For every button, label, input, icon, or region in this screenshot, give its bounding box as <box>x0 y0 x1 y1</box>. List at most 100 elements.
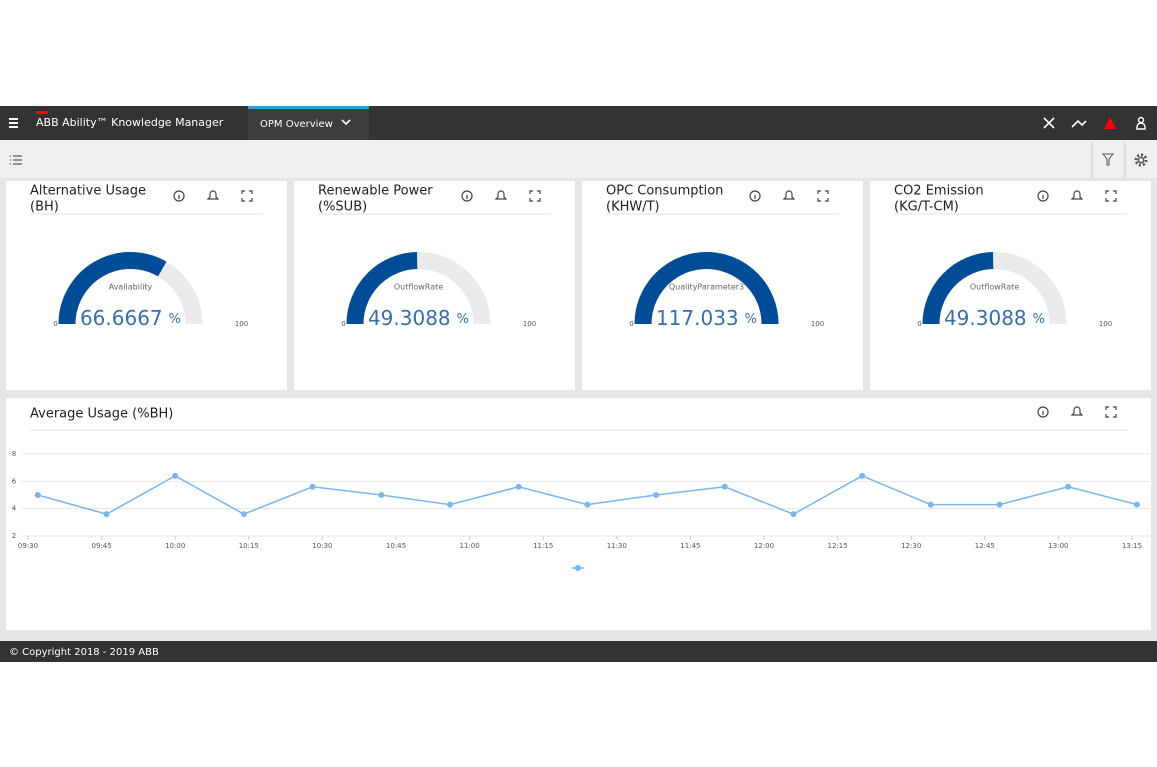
x-tick-label: 13:15 <box>1122 542 1142 550</box>
expand-icon[interactable] <box>817 190 829 202</box>
info-icon[interactable] <box>1037 406 1049 418</box>
data-point <box>1065 483 1072 490</box>
data-point <box>378 492 385 498</box>
gauge-label: Availability <box>109 283 153 292</box>
alert-icon[interactable] <box>1070 190 1084 200</box>
toolbar <box>0 140 1157 178</box>
gauge-label: QualityParameter3 <box>669 283 744 292</box>
settings-icon[interactable] <box>1134 153 1148 167</box>
x-tick-label: 09:30 <box>18 542 38 550</box>
data-point <box>1133 501 1140 508</box>
gauge-max: 100 <box>235 320 248 328</box>
x-tick-label: 10:30 <box>312 542 332 550</box>
gauge-min: 0 <box>629 320 633 328</box>
card <box>6 181 287 390</box>
abb-mark <box>36 111 48 114</box>
x-tick-label: 10:15 <box>239 542 259 550</box>
alarm-icon[interactable] <box>1104 117 1116 129</box>
data-point <box>103 511 110 518</box>
data-point <box>446 501 453 508</box>
list-icon[interactable] <box>10 155 22 165</box>
tab-label: OPM Overview <box>260 119 333 130</box>
alert-icon[interactable] <box>782 190 796 200</box>
gauge-value-arc <box>634 252 779 324</box>
gauge-min: 0 <box>917 320 921 328</box>
x-tick-label: 11:00 <box>460 542 480 550</box>
gauge-value: 49.3088% <box>368 306 469 330</box>
x-tick-label: 10:00 <box>165 542 185 550</box>
data-point <box>34 492 41 498</box>
gauge-value: 66.6667% <box>80 306 181 330</box>
x-tick-label: 10:45 <box>386 542 406 550</box>
x-tick-label: 11:15 <box>533 542 553 550</box>
gauge-value-number: 66.6667 <box>80 306 163 330</box>
data-point <box>584 501 591 508</box>
data-point <box>515 483 522 490</box>
info-icon[interactable] <box>1037 190 1049 202</box>
gauge-max: 100 <box>1099 320 1112 328</box>
gauge-unit: % <box>169 312 181 327</box>
expand-icon[interactable] <box>1105 406 1117 418</box>
info-icon[interactable] <box>173 190 185 202</box>
x-tick-label: 12:45 <box>975 542 995 550</box>
tab-chevron[interactable] <box>341 119 351 126</box>
card <box>870 181 1151 390</box>
footer-text: © Copyright 2018 - 2019 ABB <box>9 647 159 658</box>
gauge-value: 117.033% <box>656 306 757 330</box>
menu-icon[interactable] <box>9 118 18 128</box>
close-icon[interactable] <box>1043 117 1055 129</box>
trend-icon[interactable] <box>1071 119 1087 128</box>
gauge-card: Renewable Power(%SUB) OutflowRate 49.3088%… <box>294 181 575 390</box>
gauge-title: Alternative Usage <box>30 184 146 199</box>
gauge-title: (KG/T-CM) <box>894 200 959 215</box>
gauge-value-arc <box>58 252 167 324</box>
top-bar <box>0 106 1157 140</box>
gauge-value-number: 49.3088 <box>944 306 1027 330</box>
card <box>582 181 863 390</box>
expand-icon[interactable] <box>1105 190 1117 202</box>
x-tick-label: 11:30 <box>607 542 627 550</box>
expand-icon[interactable] <box>241 190 253 202</box>
chart-card <box>6 398 1151 630</box>
info-icon[interactable] <box>749 190 761 202</box>
alert-icon[interactable] <box>206 190 220 200</box>
user-icon[interactable] <box>1136 116 1146 130</box>
tab-indicator <box>248 106 369 109</box>
gauge-unit: % <box>745 312 757 327</box>
card <box>294 181 575 390</box>
data-point <box>927 501 934 508</box>
gauge-title: Renewable Power <box>318 184 433 199</box>
gauge-max: 100 <box>523 320 536 328</box>
y-tick-label: 2 <box>12 532 16 540</box>
gauge-min: 0 <box>341 320 345 328</box>
tab[interactable] <box>248 106 369 140</box>
gauge-card: CO2 Emission(KG/T-CM) OutflowRate 49.3088%… <box>870 181 1151 390</box>
alert-icon[interactable] <box>494 190 508 200</box>
gauge-label: OutflowRate <box>970 283 1019 292</box>
gauge-title: (%SUB) <box>318 200 367 215</box>
data-point <box>309 483 316 490</box>
x-tick-label: 13:00 <box>1048 542 1068 550</box>
chart-title: Average Usage (%BH) <box>30 407 173 422</box>
gauge-title: (KHW/T) <box>606 200 660 215</box>
data-point <box>721 483 728 490</box>
gauge-unit: % <box>457 312 469 327</box>
gauge-title: CO2 Emission <box>894 184 984 199</box>
data-point <box>859 472 866 479</box>
info-icon[interactable] <box>461 190 473 202</box>
y-tick-label: 4 <box>12 505 17 513</box>
gauge-row: Alternative Usage(BH) Availability 66.6667… <box>6 181 1151 390</box>
legend-marker[interactable] <box>575 565 581 571</box>
gauge-card: OPC Consumption(KHW/T) QualityParameter3 1… <box>582 181 863 390</box>
y-tick-label: 8 <box>12 450 16 458</box>
expand-icon[interactable] <box>529 190 541 202</box>
x-tick-label: 11:45 <box>680 542 700 550</box>
gauge-value-number: 49.3088 <box>368 306 451 330</box>
filter-icon[interactable] <box>1101 153 1115 166</box>
gauge-title: OPC Consumption <box>606 184 723 199</box>
line-chart: 2 4 6 8 09:30 09:45 10:00 10:15 10:30 10:45 11:00 1… <box>12 450 1150 571</box>
alert-icon[interactable] <box>1070 406 1084 416</box>
gauge-label: OutflowRate <box>394 283 443 292</box>
